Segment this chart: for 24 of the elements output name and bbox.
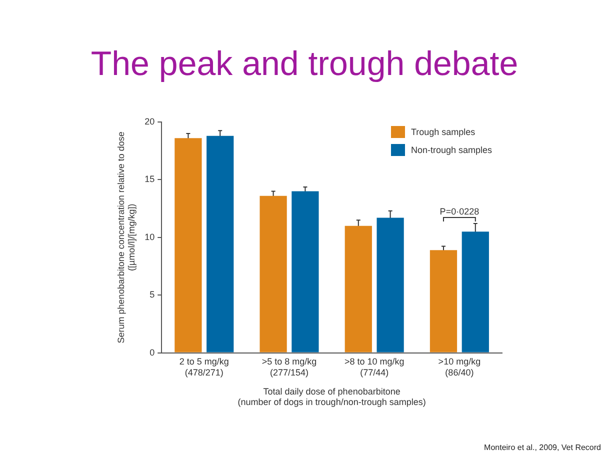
y-tick-label: 20	[144, 116, 155, 126]
bar	[174, 138, 202, 352]
x-axis-title: Total daily dose of phenobarbitone (number of dogs in trough/non-trough samples)	[238, 386, 426, 408]
text: Monteiro et al., 2009, Vet Record	[484, 443, 601, 452]
bar	[376, 218, 404, 352]
bar	[206, 136, 234, 352]
legend-label: Non-trough samples	[410, 145, 492, 155]
y-tick-label: 10	[144, 232, 155, 242]
bar	[292, 191, 319, 352]
y-tick-label: 15	[144, 174, 155, 184]
x-tick-label: >10 mg/kg (86/40)	[438, 356, 481, 378]
x-tick-label: 2 to 5 mg/kg (478/271)	[179, 356, 229, 378]
y-axis-title: Serum phenobarbitone concentration relative to dose ([µmol/l]/[mg/kg])	[116, 132, 137, 344]
x-tick-label: >5 to 8 mg/kg (277/154)	[262, 356, 317, 378]
bar	[430, 250, 458, 352]
annotation: P=0·0228	[440, 206, 480, 217]
y-tick-label: 5	[150, 290, 155, 300]
bar	[344, 226, 372, 352]
chart-title: The peak and trough debate	[90, 45, 520, 84]
x-tick-label: >8 to 10 mg/kg (77/44)	[344, 356, 404, 378]
bar	[260, 196, 287, 352]
legend-label: Trough samples	[410, 127, 476, 137]
bar	[462, 232, 489, 352]
y-tick-label: 0	[150, 347, 155, 358]
